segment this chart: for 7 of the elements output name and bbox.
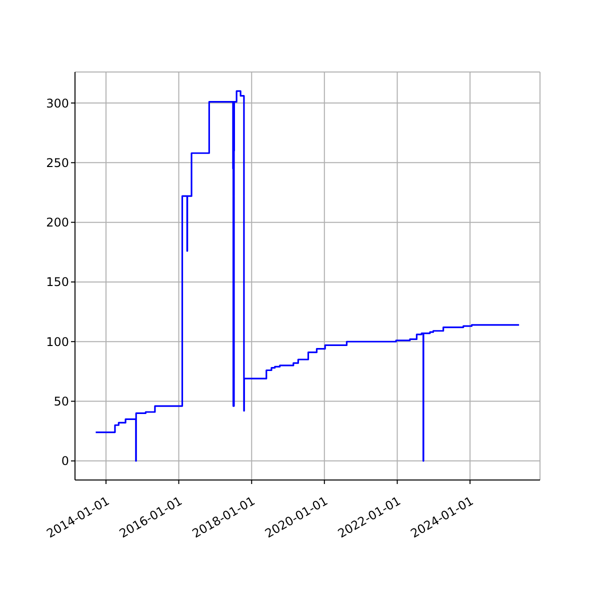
y-tick-label: 250	[46, 156, 69, 170]
y-tick-label: 200	[46, 216, 69, 230]
y-tick-label: 150	[46, 275, 69, 290]
y-tick-label: 0	[61, 454, 69, 468]
y-tick-label: 300	[46, 96, 69, 110]
y-tick-label: 50	[54, 394, 69, 409]
y-tick-label: 100	[46, 334, 69, 349]
